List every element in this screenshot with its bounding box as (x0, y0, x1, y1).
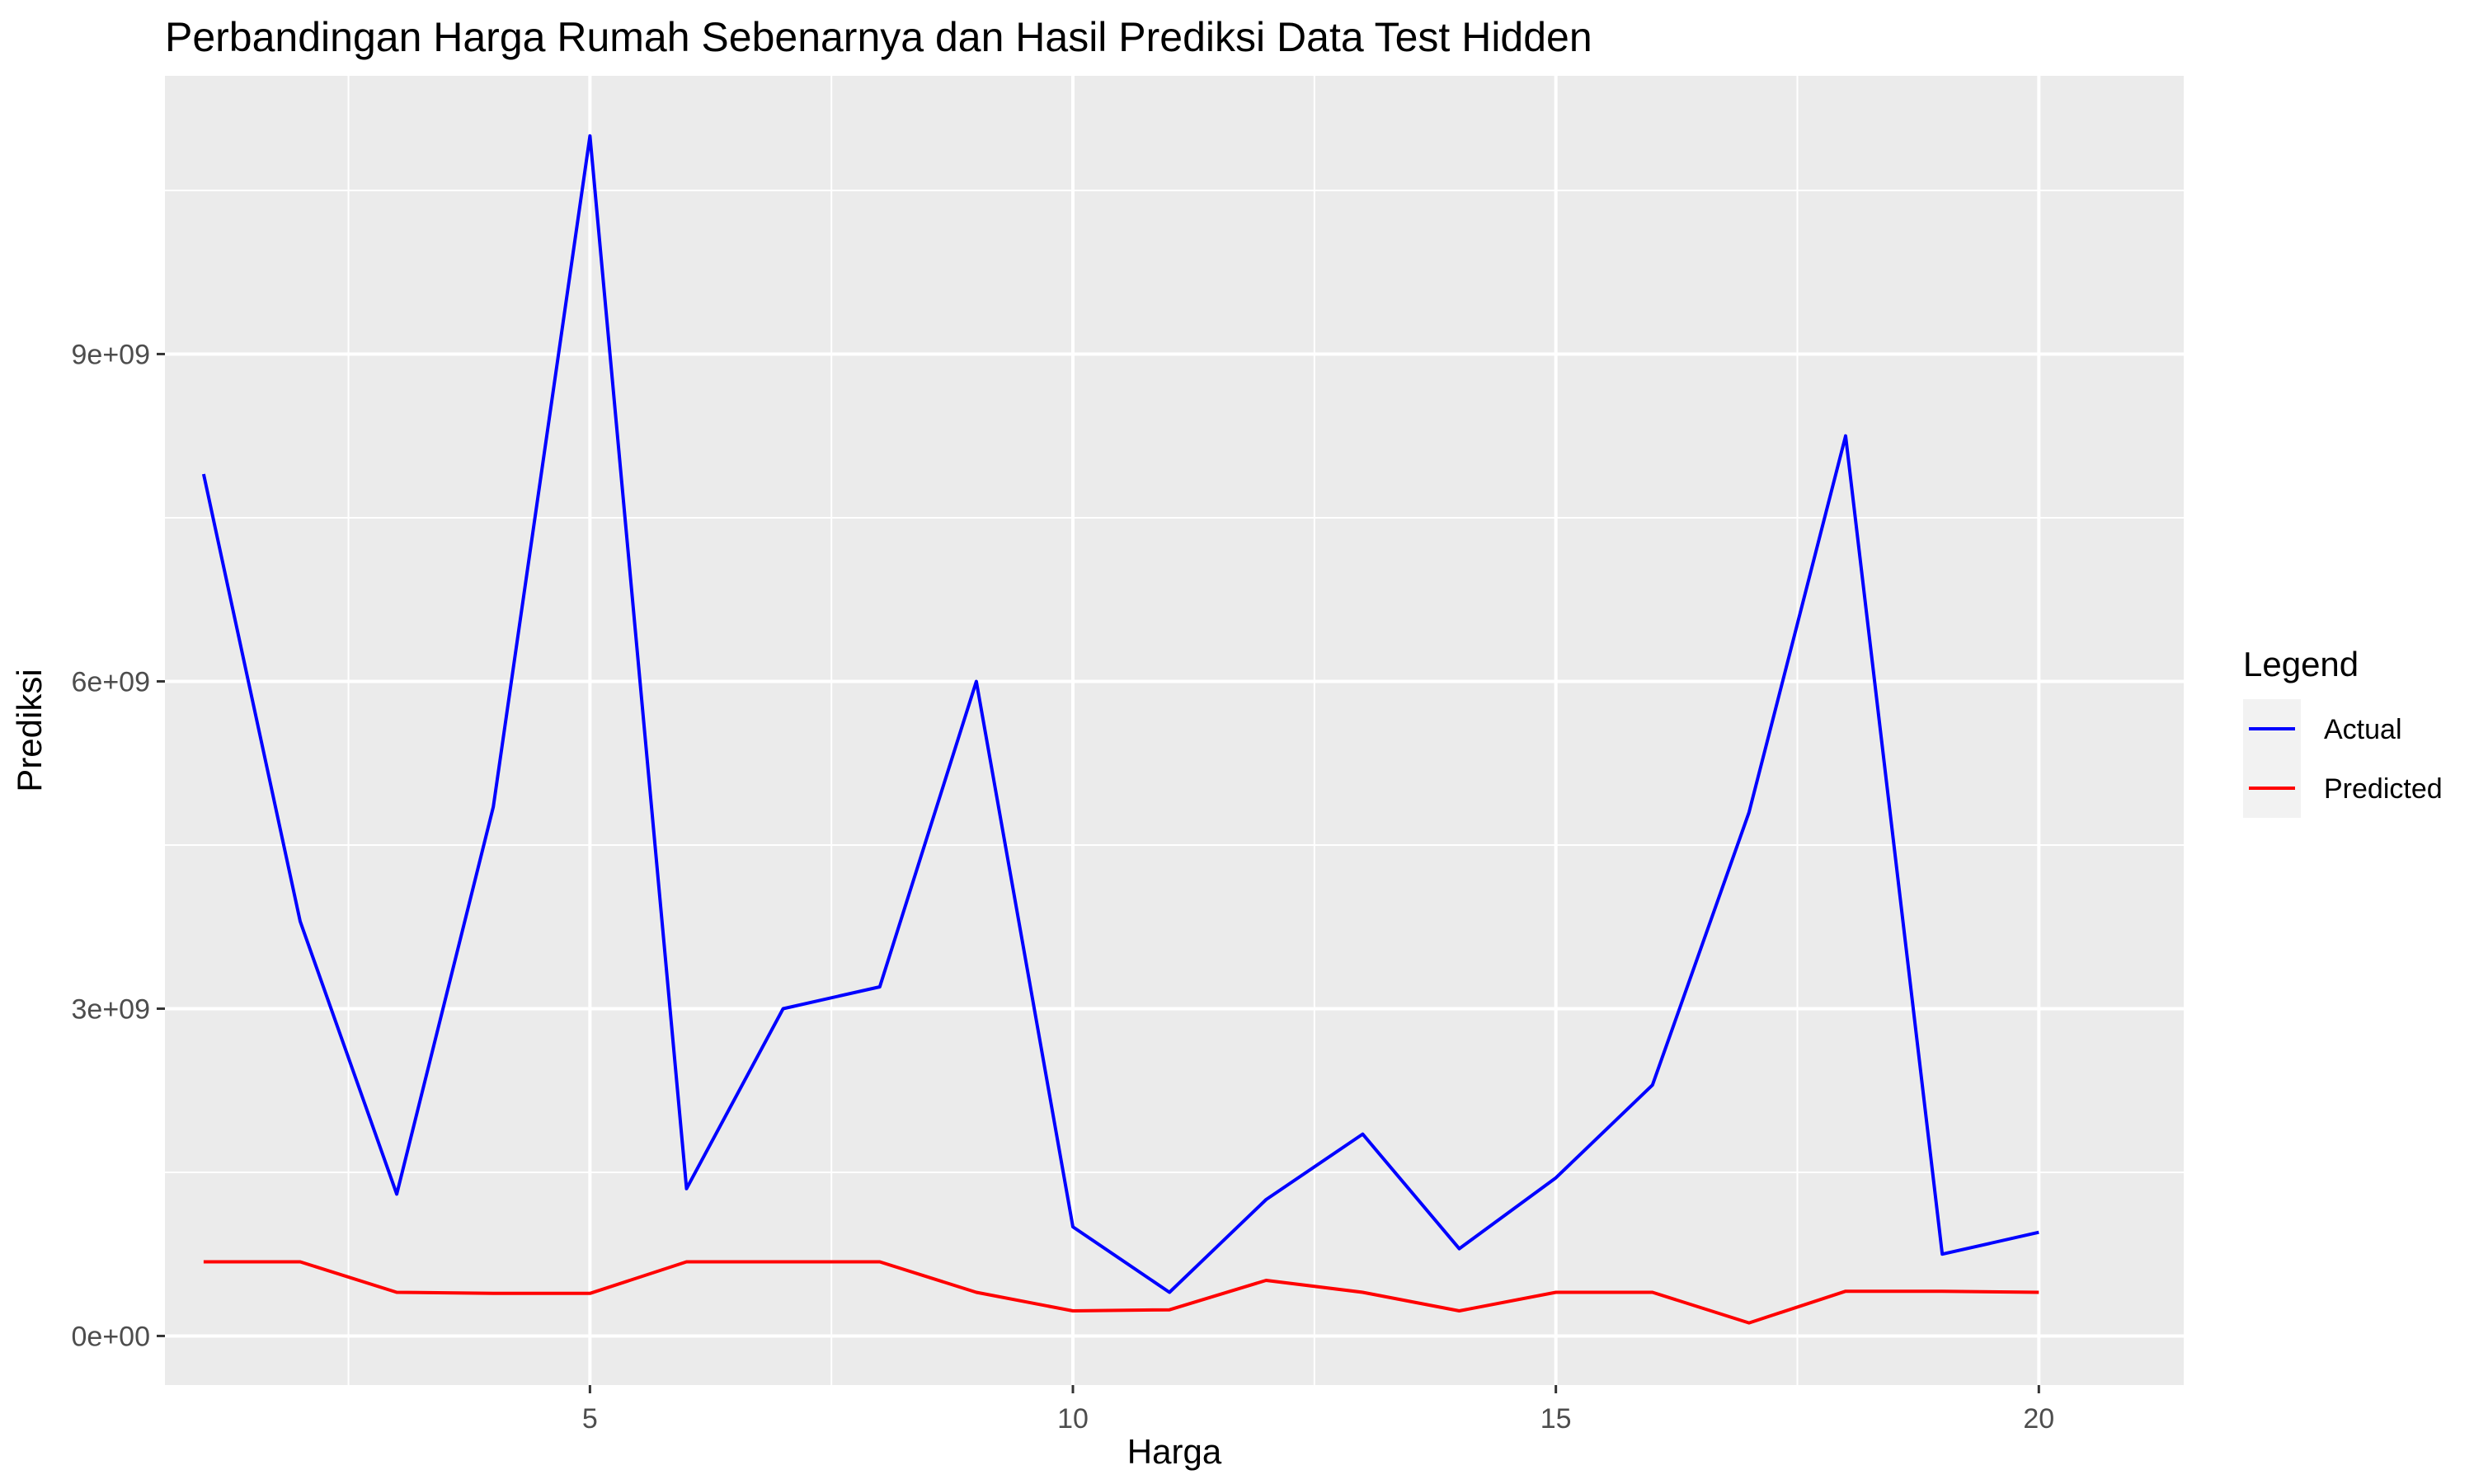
y-tick-label: 9e+09 (72, 339, 151, 370)
legend-label-predicted: Predicted (2324, 773, 2443, 805)
legend: Legend Actual Predicted (2243, 645, 2443, 818)
x-tick-label: 20 (2023, 1403, 2054, 1435)
series-line-predicted (203, 1260, 2039, 1325)
plot-panel (165, 76, 2184, 1385)
legend-label-actual: Actual (2324, 714, 2402, 745)
y-tick-label: 0e+00 (72, 1321, 151, 1352)
x-tick-label: 15 (1540, 1403, 1572, 1435)
y-tick-label: 6e+09 (72, 666, 151, 697)
y-axis: 0e+00 3e+09 6e+09 9e+09 (72, 339, 165, 1352)
chart-title: Perbandingan Harga Rumah Sebenarnya dan … (165, 14, 1592, 60)
x-tick-label: 10 (1057, 1403, 1089, 1435)
grid-major (165, 76, 2184, 1385)
y-tick-label: 3e+09 (72, 993, 151, 1025)
x-tick-label: 5 (582, 1403, 598, 1435)
legend-title: Legend (2243, 645, 2359, 683)
y-axis-title: Prediksi (10, 669, 49, 791)
series-line-actual (201, 134, 2039, 1294)
x-axis: 5 10 15 20 (582, 1385, 2054, 1435)
x-axis-title: Harga (1127, 1432, 1222, 1471)
series-lines (201, 134, 2039, 1325)
